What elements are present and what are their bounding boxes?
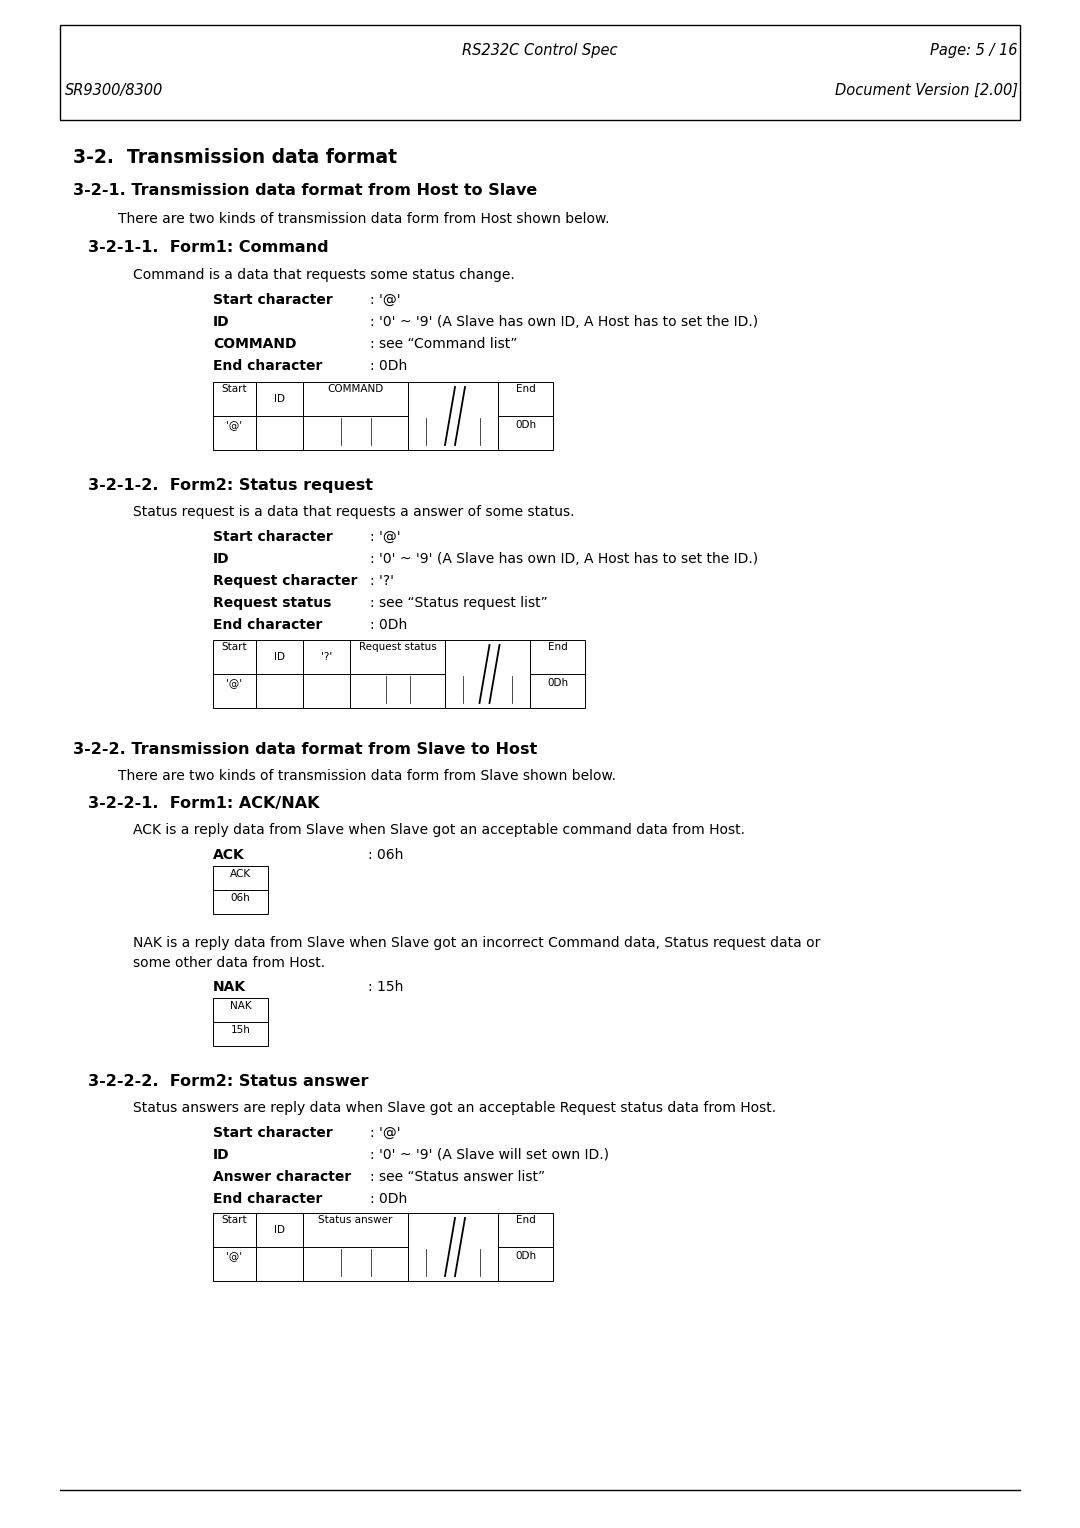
Text: '@': '@' <box>227 1251 243 1261</box>
Text: : 0Dh: : 0Dh <box>370 359 407 373</box>
Bar <box>303 640 350 707</box>
Text: Request status: Request status <box>359 642 436 652</box>
Text: Start character: Start character <box>213 293 333 307</box>
Text: Request character: Request character <box>213 575 357 588</box>
Text: : 0Dh: : 0Dh <box>370 617 407 633</box>
Text: ID: ID <box>274 1225 285 1235</box>
Text: 3-2-2-2.  Form2: Status answer: 3-2-2-2. Form2: Status answer <box>87 1074 368 1089</box>
Text: There are two kinds of transmission data form from Host shown below.: There are two kinds of transmission data… <box>118 212 609 226</box>
Text: ACK: ACK <box>213 848 245 862</box>
Text: 3-2-2-1.  Form1: ACK/NAK: 3-2-2-1. Form1: ACK/NAK <box>87 796 320 811</box>
Text: : 06h: : 06h <box>368 848 403 862</box>
Text: There are two kinds of transmission data form from Slave shown below.: There are two kinds of transmission data… <box>118 769 616 782</box>
Text: NAK: NAK <box>230 1001 252 1012</box>
Text: Start: Start <box>221 384 247 394</box>
Bar <box>256 382 303 451</box>
Text: : '0' ~ '9' (A Slave has own ID, A Host has to set the ID.): : '0' ~ '9' (A Slave has own ID, A Host … <box>370 315 758 329</box>
Text: some other data from Host.: some other data from Host. <box>133 957 325 970</box>
Text: End: End <box>548 642 567 652</box>
Bar <box>60 24 1020 121</box>
Text: 06h: 06h <box>231 892 251 903</box>
Text: Start character: Start character <box>213 530 333 544</box>
Text: : '?': : '?' <box>370 575 394 588</box>
Text: 15h: 15h <box>230 1025 251 1034</box>
Text: Page: 5 / 16: Page: 5 / 16 <box>931 43 1018 58</box>
Bar <box>530 640 585 707</box>
Text: 0Dh: 0Dh <box>546 678 568 688</box>
Text: End character: End character <box>213 359 322 373</box>
Text: COMMAND: COMMAND <box>327 384 383 394</box>
Text: : 15h: : 15h <box>368 979 403 995</box>
Text: 0Dh: 0Dh <box>515 1251 536 1261</box>
Text: Status answer: Status answer <box>319 1215 393 1225</box>
Text: : '@': : '@' <box>370 1126 401 1140</box>
Text: 3-2-1-1.  Form1: Command: 3-2-1-1. Form1: Command <box>87 240 328 255</box>
Text: Start: Start <box>221 642 247 652</box>
Text: Command is a data that requests some status change.: Command is a data that requests some sta… <box>133 267 515 283</box>
Text: 3-2-1-2.  Form2: Status request: 3-2-1-2. Form2: Status request <box>87 478 373 494</box>
Bar <box>213 998 268 1047</box>
Bar <box>498 1213 553 1280</box>
Text: Document Version [2.00]: Document Version [2.00] <box>835 83 1018 98</box>
Text: Answer character: Answer character <box>213 1170 351 1184</box>
Text: Status answers are reply data when Slave got an acceptable Request status data f: Status answers are reply data when Slave… <box>133 1102 777 1115</box>
Text: End character: End character <box>213 617 322 633</box>
Text: : see “Status request list”: : see “Status request list” <box>370 596 548 610</box>
Text: : '0' ~ '9' (A Slave has own ID, A Host has to set the ID.): : '0' ~ '9' (A Slave has own ID, A Host … <box>370 552 758 565</box>
Bar <box>213 1213 256 1280</box>
Bar <box>303 1213 408 1280</box>
Bar <box>350 640 445 707</box>
Bar <box>213 382 256 451</box>
Text: ID: ID <box>213 552 230 565</box>
Bar <box>303 382 408 451</box>
Text: ID: ID <box>213 315 230 329</box>
Text: End character: End character <box>213 1192 322 1206</box>
Text: '@': '@' <box>227 420 243 429</box>
Text: 3-2.  Transmission data format: 3-2. Transmission data format <box>73 148 397 167</box>
Bar <box>213 640 256 707</box>
Bar <box>498 382 553 451</box>
Text: End: End <box>515 1215 536 1225</box>
Text: RS232C Control Spec: RS232C Control Spec <box>462 43 618 58</box>
Text: ACK is a reply data from Slave when Slave got an acceptable command data from Ho: ACK is a reply data from Slave when Slav… <box>133 824 745 837</box>
Text: ID: ID <box>274 394 285 403</box>
Text: '?': '?' <box>321 652 333 662</box>
Text: Start character: Start character <box>213 1126 333 1140</box>
Text: : '0' ~ '9' (A Slave will set own ID.): : '0' ~ '9' (A Slave will set own ID.) <box>370 1148 609 1161</box>
Text: ID: ID <box>213 1148 230 1161</box>
Text: Start: Start <box>221 1215 247 1225</box>
Text: ID: ID <box>274 652 285 662</box>
Text: : see “Command list”: : see “Command list” <box>370 338 517 351</box>
Text: : '@': : '@' <box>370 293 401 307</box>
Bar <box>256 640 303 707</box>
Text: : '@': : '@' <box>370 530 401 544</box>
Text: ACK: ACK <box>230 869 251 879</box>
Text: 0Dh: 0Dh <box>515 420 536 429</box>
Text: End: End <box>515 384 536 394</box>
Text: : 0Dh: : 0Dh <box>370 1192 407 1206</box>
Text: NAK is a reply data from Slave when Slave got an incorrect Command data, Status : NAK is a reply data from Slave when Slav… <box>133 937 821 950</box>
Text: Request status: Request status <box>213 596 332 610</box>
Text: 3-2-2. Transmission data format from Slave to Host: 3-2-2. Transmission data format from Sla… <box>73 743 537 756</box>
Bar <box>256 1213 303 1280</box>
Text: Status request is a data that requests a answer of some status.: Status request is a data that requests a… <box>133 504 575 520</box>
Text: 3-2-1. Transmission data format from Host to Slave: 3-2-1. Transmission data format from Hos… <box>73 183 537 199</box>
Text: NAK: NAK <box>213 979 246 995</box>
Text: : see “Status answer list”: : see “Status answer list” <box>370 1170 545 1184</box>
Bar <box>213 866 268 914</box>
Text: '@': '@' <box>227 678 243 688</box>
Text: COMMAND: COMMAND <box>213 338 297 351</box>
Text: SR9300/8300: SR9300/8300 <box>65 83 163 98</box>
